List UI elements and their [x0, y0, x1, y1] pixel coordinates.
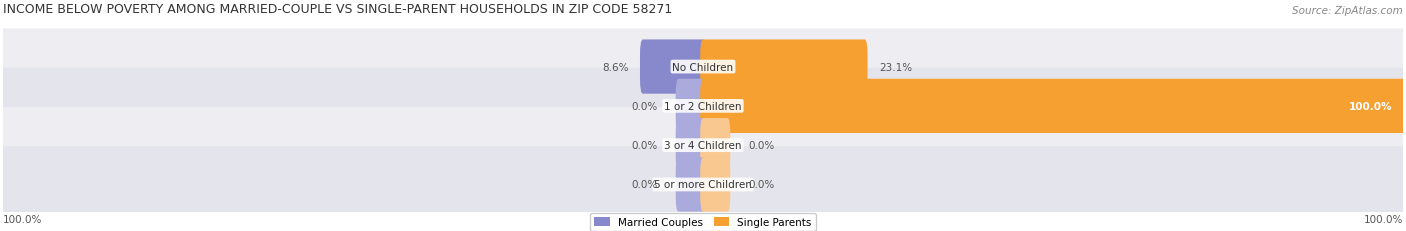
FancyBboxPatch shape: [700, 158, 730, 212]
FancyBboxPatch shape: [676, 119, 706, 173]
Text: Source: ZipAtlas.com: Source: ZipAtlas.com: [1292, 6, 1403, 16]
FancyBboxPatch shape: [700, 40, 868, 94]
Text: INCOME BELOW POVERTY AMONG MARRIED-COUPLE VS SINGLE-PARENT HOUSEHOLDS IN ZIP COD: INCOME BELOW POVERTY AMONG MARRIED-COUPL…: [3, 3, 672, 16]
FancyBboxPatch shape: [676, 79, 706, 134]
Text: 100.0%: 100.0%: [1350, 101, 1393, 111]
FancyBboxPatch shape: [700, 79, 1406, 134]
FancyBboxPatch shape: [0, 68, 1406, 144]
Text: 0.0%: 0.0%: [631, 180, 658, 190]
Text: 1 or 2 Children: 1 or 2 Children: [664, 101, 742, 111]
Text: 0.0%: 0.0%: [631, 141, 658, 151]
FancyBboxPatch shape: [0, 108, 1406, 183]
FancyBboxPatch shape: [700, 119, 730, 173]
FancyBboxPatch shape: [676, 158, 706, 212]
FancyBboxPatch shape: [0, 29, 1406, 105]
Text: 0.0%: 0.0%: [748, 141, 775, 151]
Text: 8.6%: 8.6%: [602, 62, 628, 72]
Text: 23.1%: 23.1%: [879, 62, 912, 72]
FancyBboxPatch shape: [640, 40, 706, 94]
Text: 5 or more Children: 5 or more Children: [654, 180, 752, 190]
Text: 100.0%: 100.0%: [3, 214, 42, 224]
FancyBboxPatch shape: [0, 147, 1406, 223]
Text: 0.0%: 0.0%: [631, 101, 658, 111]
Text: 0.0%: 0.0%: [748, 180, 775, 190]
Text: 3 or 4 Children: 3 or 4 Children: [664, 141, 742, 151]
Text: No Children: No Children: [672, 62, 734, 72]
Legend: Married Couples, Single Parents: Married Couples, Single Parents: [591, 213, 815, 231]
Text: 100.0%: 100.0%: [1364, 214, 1403, 224]
